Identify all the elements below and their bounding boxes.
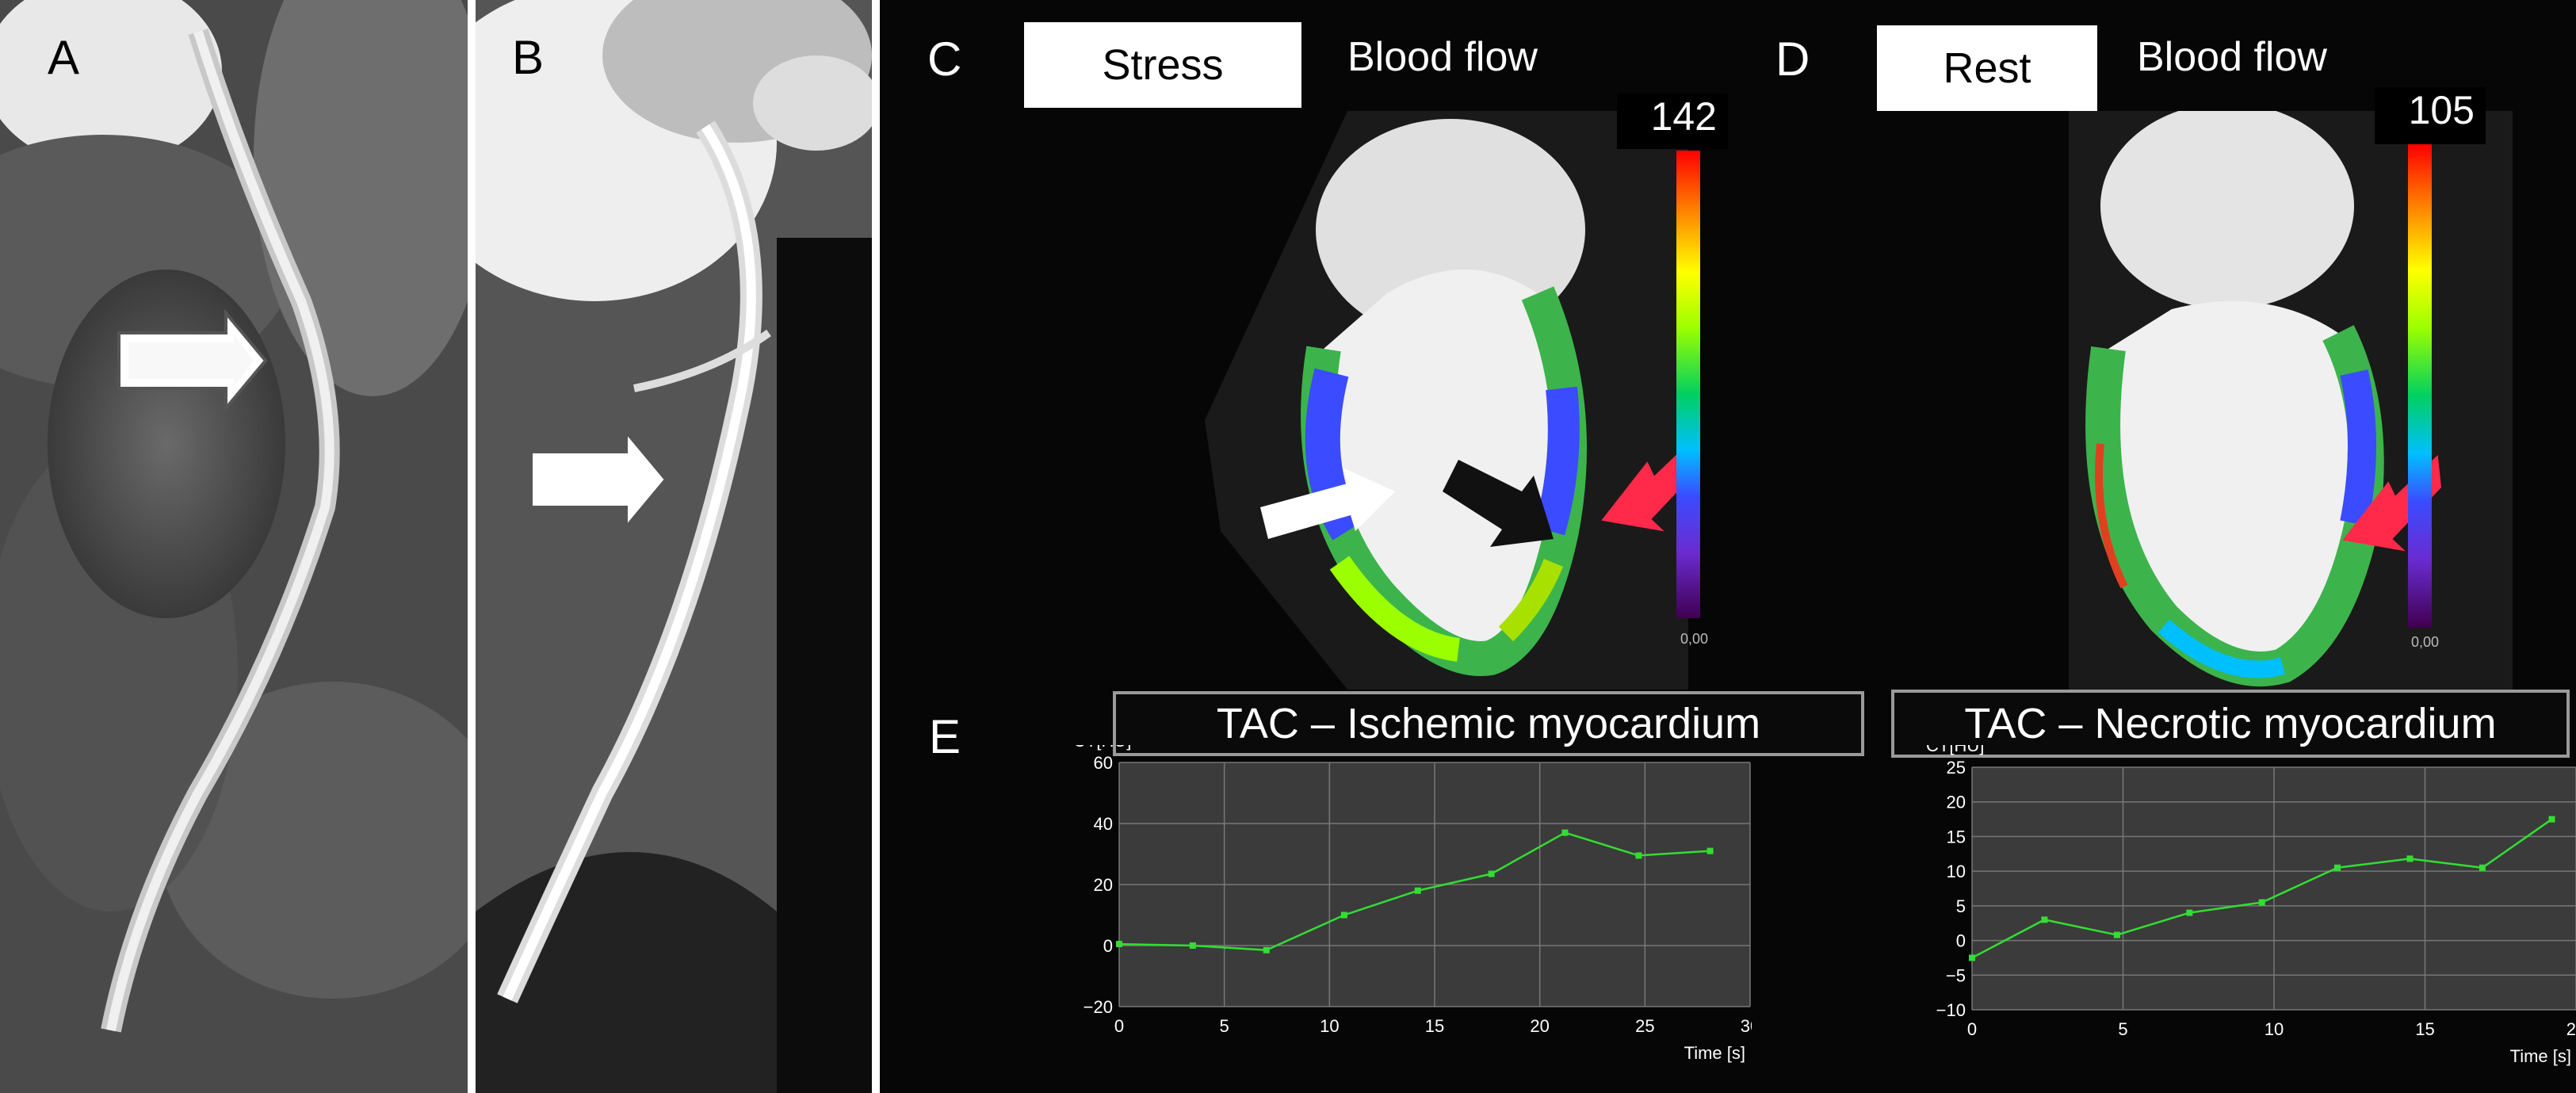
y-tick-label: 15 [1947, 827, 1966, 847]
panel-e-letter: E [929, 710, 961, 763]
x-tick-label: 5 [1220, 1016, 1229, 1036]
rest-scale-max: 105 [2375, 87, 2486, 144]
data-point [2406, 855, 2414, 862]
panel-d-letter: D [1775, 32, 1810, 86]
tac-necrotic-title: TAC – Necrotic myocardium [1891, 690, 2570, 758]
y-tick-label: 5 [1956, 896, 1966, 916]
panel-c-letter: C [927, 32, 962, 86]
panel-a-ct-image: A [0, 0, 468, 1093]
x-tick-label: 15 [1425, 1016, 1444, 1036]
x-tick-label: 15 [2415, 1019, 2434, 1039]
x-axis-label: Time [s] [1684, 1043, 1745, 1063]
data-point [1116, 941, 1122, 948]
x-tick-label: 0 [1114, 1016, 1124, 1036]
y-tick-label: 0 [1956, 931, 1966, 951]
rest-scale-min: 0,00 [2411, 634, 2440, 650]
y-tick-label: −5 [1946, 965, 1966, 985]
panel-b-letter: B [512, 31, 545, 84]
data-point [2186, 909, 2193, 916]
data-point [1189, 942, 1196, 949]
blood-flow-label-d: Blood flow [2137, 34, 2327, 80]
y-tick-label: 20 [1094, 875, 1113, 895]
data-point [2548, 816, 2555, 823]
x-tick-label: 25 [1635, 1016, 1654, 1036]
data-point [1414, 887, 1421, 894]
x-tick-label: 10 [2265, 1019, 2284, 1039]
x-tick-label: 10 [1320, 1016, 1339, 1036]
y-tick-label: 20 [1947, 793, 1966, 812]
data-point [2113, 931, 2120, 938]
y-axis-label: CT[HU] [1073, 745, 1131, 751]
arrow-icon [529, 427, 668, 532]
data-point [1635, 852, 1642, 859]
y-axis-label: CT[HU] [1926, 745, 1984, 755]
y-tick-label: 0 [1103, 936, 1113, 956]
x-tick-label: 30 [1741, 1016, 1752, 1036]
data-point [1340, 911, 1347, 919]
y-tick-label: −20 [1084, 997, 1113, 1017]
x-tick-label: 20 [2566, 1019, 2576, 1039]
ct-vessel-image-b [476, 0, 872, 1093]
rest-perfusion-map [2069, 111, 2513, 690]
data-point [1707, 847, 1714, 854]
panel-a-letter: A [48, 31, 80, 84]
ct-vessel-image-a [0, 0, 468, 1093]
panel-b-ct-image: B [476, 0, 872, 1093]
y-tick-label: 60 [1094, 753, 1113, 773]
x-tick-label: 0 [1967, 1019, 1977, 1039]
y-tick-label: −10 [1936, 1000, 1966, 1020]
data-point [1263, 946, 1270, 954]
perfusion-panel: C Stress Blood flow 142 0,00 D Rest Bloo… [880, 0, 2576, 1093]
x-axis-label: Time [s] [2510, 1046, 2571, 1066]
rest-colorbar [2408, 144, 2432, 628]
tac-ischemic-title: TAC – Ischemic myocardium [1113, 691, 1864, 756]
data-point [2041, 916, 2048, 923]
x-tick-label: 20 [1530, 1016, 1549, 1036]
y-tick-label: 25 [1947, 758, 1966, 778]
stress-scale-min: 0,00 [1680, 631, 1709, 647]
data-point [1561, 829, 1569, 836]
arrow-icon [1601, 434, 1700, 532]
data-point [2334, 864, 2341, 871]
arrow-icon [1260, 468, 1395, 539]
data-point [1969, 954, 1975, 961]
data-point [2258, 899, 2265, 906]
data-point [1488, 870, 1495, 877]
stress-colorbar [1676, 151, 1700, 618]
tac-ischemic-chart: 0510152025306040200−20CT[HU]Time [s] [1073, 745, 1752, 1063]
y-tick-label: 40 [1094, 814, 1113, 834]
stress-scale-max: 142 [1617, 94, 1728, 149]
rest-label: Rest [1877, 25, 2097, 111]
y-tick-label: 10 [1947, 862, 1966, 881]
blood-flow-label-c: Blood flow [1347, 34, 1538, 80]
arrow-icon [1443, 460, 1554, 547]
stress-label: Stress [1024, 22, 1301, 108]
stress-perfusion-map [1205, 111, 1700, 690]
data-point [2479, 864, 2486, 871]
tac-necrotic-chart: 0 5 10 15 20 25 20 15 10 5 0 −5 −10 CT[HU] Time [s] [1926, 745, 2576, 1066]
x-tick-label: 5 [2118, 1019, 2127, 1039]
